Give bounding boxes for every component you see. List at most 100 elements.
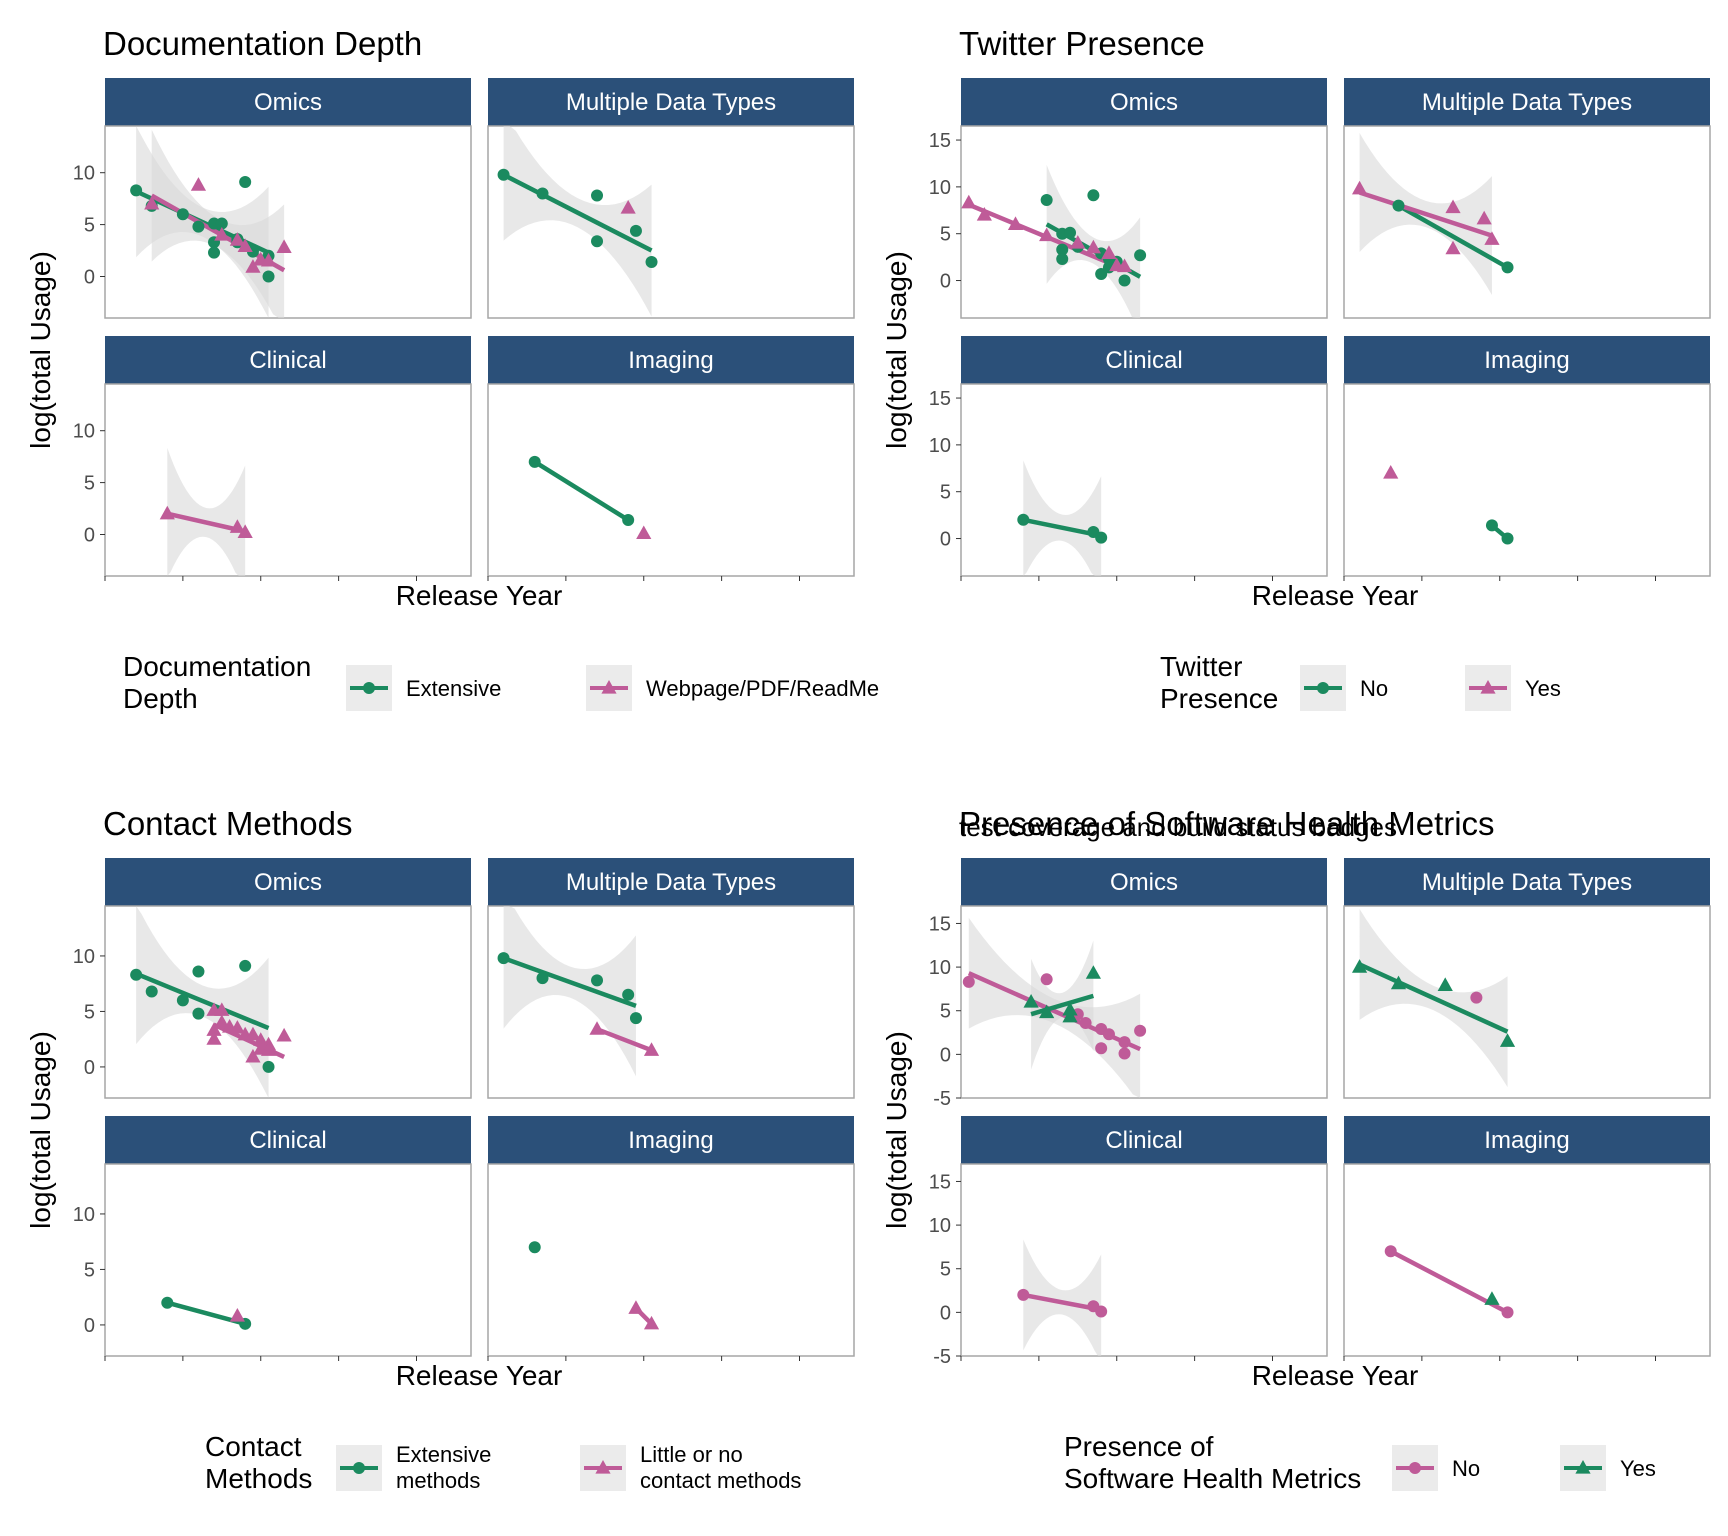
data-point — [245, 259, 261, 273]
legend: Documentation Depth Extensive Webpage/PDF/R… — [123, 651, 879, 714]
panel-border — [1343, 383, 1711, 577]
data-point — [962, 975, 975, 988]
y-tick-label: 15 — [929, 1171, 951, 1193]
data-point — [1501, 261, 1514, 274]
legend-title-line: Documentation — [123, 651, 311, 682]
data-point — [1095, 1305, 1108, 1318]
legend-label-line: methods — [396, 1468, 480, 1493]
data-point — [214, 226, 230, 241]
data-point — [528, 1241, 541, 1254]
y-tick-label: 5 — [940, 1259, 951, 1281]
y-tick-label: 0 — [84, 1315, 95, 1337]
y-tick-label: 0 — [940, 1302, 951, 1324]
data-point — [229, 1308, 245, 1322]
data-point — [636, 525, 652, 540]
data-point — [214, 1002, 230, 1016]
y-tick-label: 5 — [940, 482, 951, 504]
data-point — [629, 1012, 642, 1025]
data-point — [215, 217, 228, 230]
facet-strip-label: Multiple Data Types — [1422, 89, 1632, 116]
facet-strip — [105, 858, 471, 906]
y-tick-label: -5 — [933, 1088, 951, 1110]
legend-label-line: Extensive — [396, 1442, 491, 1467]
data-point — [130, 184, 143, 197]
chart-subtitle: test coverage and build status badges — [959, 812, 1397, 842]
y-tick-label: 5 — [84, 215, 95, 237]
data-point — [1062, 1001, 1078, 1016]
panel-border — [487, 125, 855, 319]
y-tick-label: 0 — [940, 1044, 951, 1066]
facet-panel-omics: Omics 0 5 10 15 — [929, 78, 1328, 319]
y-tick-label: -5 — [933, 1346, 951, 1368]
panel-border — [487, 905, 855, 1099]
data-point — [1499, 1033, 1516, 1047]
y-tick-label: 5 — [84, 473, 95, 495]
facet-strip-label: Omics — [254, 869, 322, 896]
facet-strip-label: Omics — [1110, 89, 1178, 116]
data-point — [528, 455, 541, 468]
data-point — [192, 220, 205, 233]
data-point — [229, 232, 245, 246]
legend-label: Webpage/PDF/ReadMe — [646, 676, 879, 701]
data-point — [1039, 227, 1055, 242]
data-point — [1064, 226, 1077, 239]
chart-3: Presence of Software Health Metricstest … — [881, 805, 1711, 1494]
data-point — [214, 1014, 230, 1029]
data-point — [1118, 274, 1131, 287]
facet-strip-label: Omics — [254, 89, 322, 116]
y-tick-label: 10 — [929, 1215, 951, 1237]
trend-line — [135, 971, 270, 1031]
panel-border — [960, 383, 1328, 577]
legend-label: No — [1360, 676, 1388, 701]
facet-strip — [488, 336, 854, 384]
data-point — [206, 1031, 222, 1045]
chart-1: Twitter Presence Omics 0 5 10 15 Multiple Data… — [881, 25, 1711, 714]
facet-panel-imaging: Imaging — [487, 1116, 855, 1361]
data-point — [497, 952, 510, 965]
trend-line — [1397, 203, 1509, 270]
data-point — [1134, 1024, 1147, 1037]
facet-strip-label: Clinical — [1105, 1127, 1182, 1154]
data-point — [229, 1020, 245, 1034]
legend-label: Little or no contact methods — [640, 1442, 801, 1493]
facet-panel-multiple-data-types: Multiple Data Types — [487, 78, 855, 319]
legend-key-marker — [1317, 682, 1329, 694]
legend-title-line: Depth — [123, 683, 198, 714]
data-point — [1351, 180, 1368, 195]
legend-title-line: Presence — [1160, 683, 1278, 714]
y-axis-title: log(total Usage) — [25, 251, 56, 449]
facet-panel-omics: Omics 0 5 10 — [73, 78, 472, 319]
data-point — [976, 206, 992, 221]
y-tick-label: 10 — [929, 435, 951, 457]
legend: Contact Methods Extensive methods Little or … — [205, 1431, 801, 1494]
data-point — [1501, 1306, 1514, 1319]
legend-key-marker — [353, 1462, 365, 1474]
data-point — [276, 1027, 292, 1042]
facet-panel-imaging: Imaging — [1343, 1116, 1711, 1361]
facet-strip — [961, 858, 1327, 906]
data-point — [1484, 231, 1500, 245]
data-point — [190, 177, 207, 191]
data-point — [206, 1022, 222, 1036]
facet-strip-label: Multiple Data Types — [566, 869, 776, 896]
data-point — [645, 255, 658, 268]
data-point — [620, 199, 636, 214]
confidence-band — [503, 906, 636, 1077]
data-point — [497, 168, 510, 181]
data-point — [239, 176, 252, 189]
data-point — [1085, 239, 1101, 254]
data-point — [1484, 1291, 1500, 1305]
y-tick-label: 5 — [940, 224, 951, 246]
legend-key-marker — [595, 1460, 611, 1474]
facet-strip-label: Multiple Data Types — [1422, 869, 1632, 896]
data-point — [1351, 959, 1368, 973]
data-point — [1095, 531, 1108, 544]
y-axis-title: log(total Usage) — [881, 251, 912, 449]
y-tick-label: 5 — [84, 1001, 95, 1023]
facet-panel-clinical: Clinical -5 0 5 10 15 — [929, 1116, 1328, 1368]
y-tick-label: 10 — [929, 177, 951, 199]
data-point — [1485, 519, 1498, 532]
legend: Twitter Presence No Yes — [1160, 651, 1561, 714]
data-point — [536, 972, 549, 985]
data-point — [1134, 249, 1147, 262]
